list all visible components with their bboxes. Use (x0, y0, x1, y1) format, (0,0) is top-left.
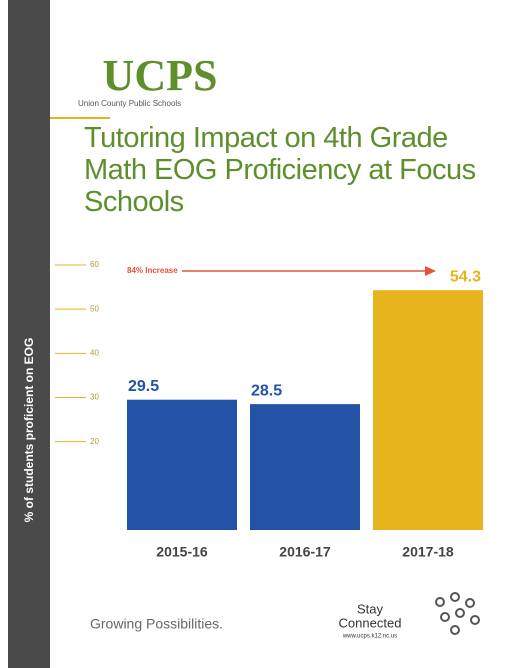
y-tick-label: 60 (90, 260, 99, 269)
x-tick-label: 2017-18 (402, 544, 454, 560)
annotation: 84% Increase (127, 266, 178, 275)
chart-title: Tutoring Impact on 4th Grade Math EOG Pr… (84, 122, 504, 218)
bar (373, 290, 483, 530)
side-strip (8, 0, 50, 668)
y-axis-label: % of students proficient on EOG (22, 338, 36, 523)
url: www.ucps.k12.nc.us (342, 634, 397, 640)
stay: Stay (357, 601, 384, 616)
y-tick-label: 50 (90, 304, 99, 313)
value-label: 28.5 (251, 382, 282, 399)
connected: Connected (339, 615, 402, 630)
x-tick-label: 2015-16 (156, 544, 208, 560)
y-tick-label: 20 (90, 437, 99, 446)
y-tick-label: 40 (90, 348, 99, 357)
logo-subtitle: Union County Public Schools (78, 99, 181, 108)
bar (127, 400, 237, 530)
value-label: 54.3 (450, 268, 481, 285)
logo: UCPS (103, 51, 218, 100)
tagline: Growing Possibilities. (90, 616, 223, 632)
value-label: 29.5 (128, 378, 159, 395)
x-tick-label: 2016-17 (279, 544, 331, 560)
bar (250, 404, 360, 530)
chart: UCPS Union County Public Schools % of st… (0, 0, 520, 668)
y-tick-label: 30 (90, 393, 99, 402)
page: UCPS Union County Public Schools % of st… (0, 0, 520, 668)
